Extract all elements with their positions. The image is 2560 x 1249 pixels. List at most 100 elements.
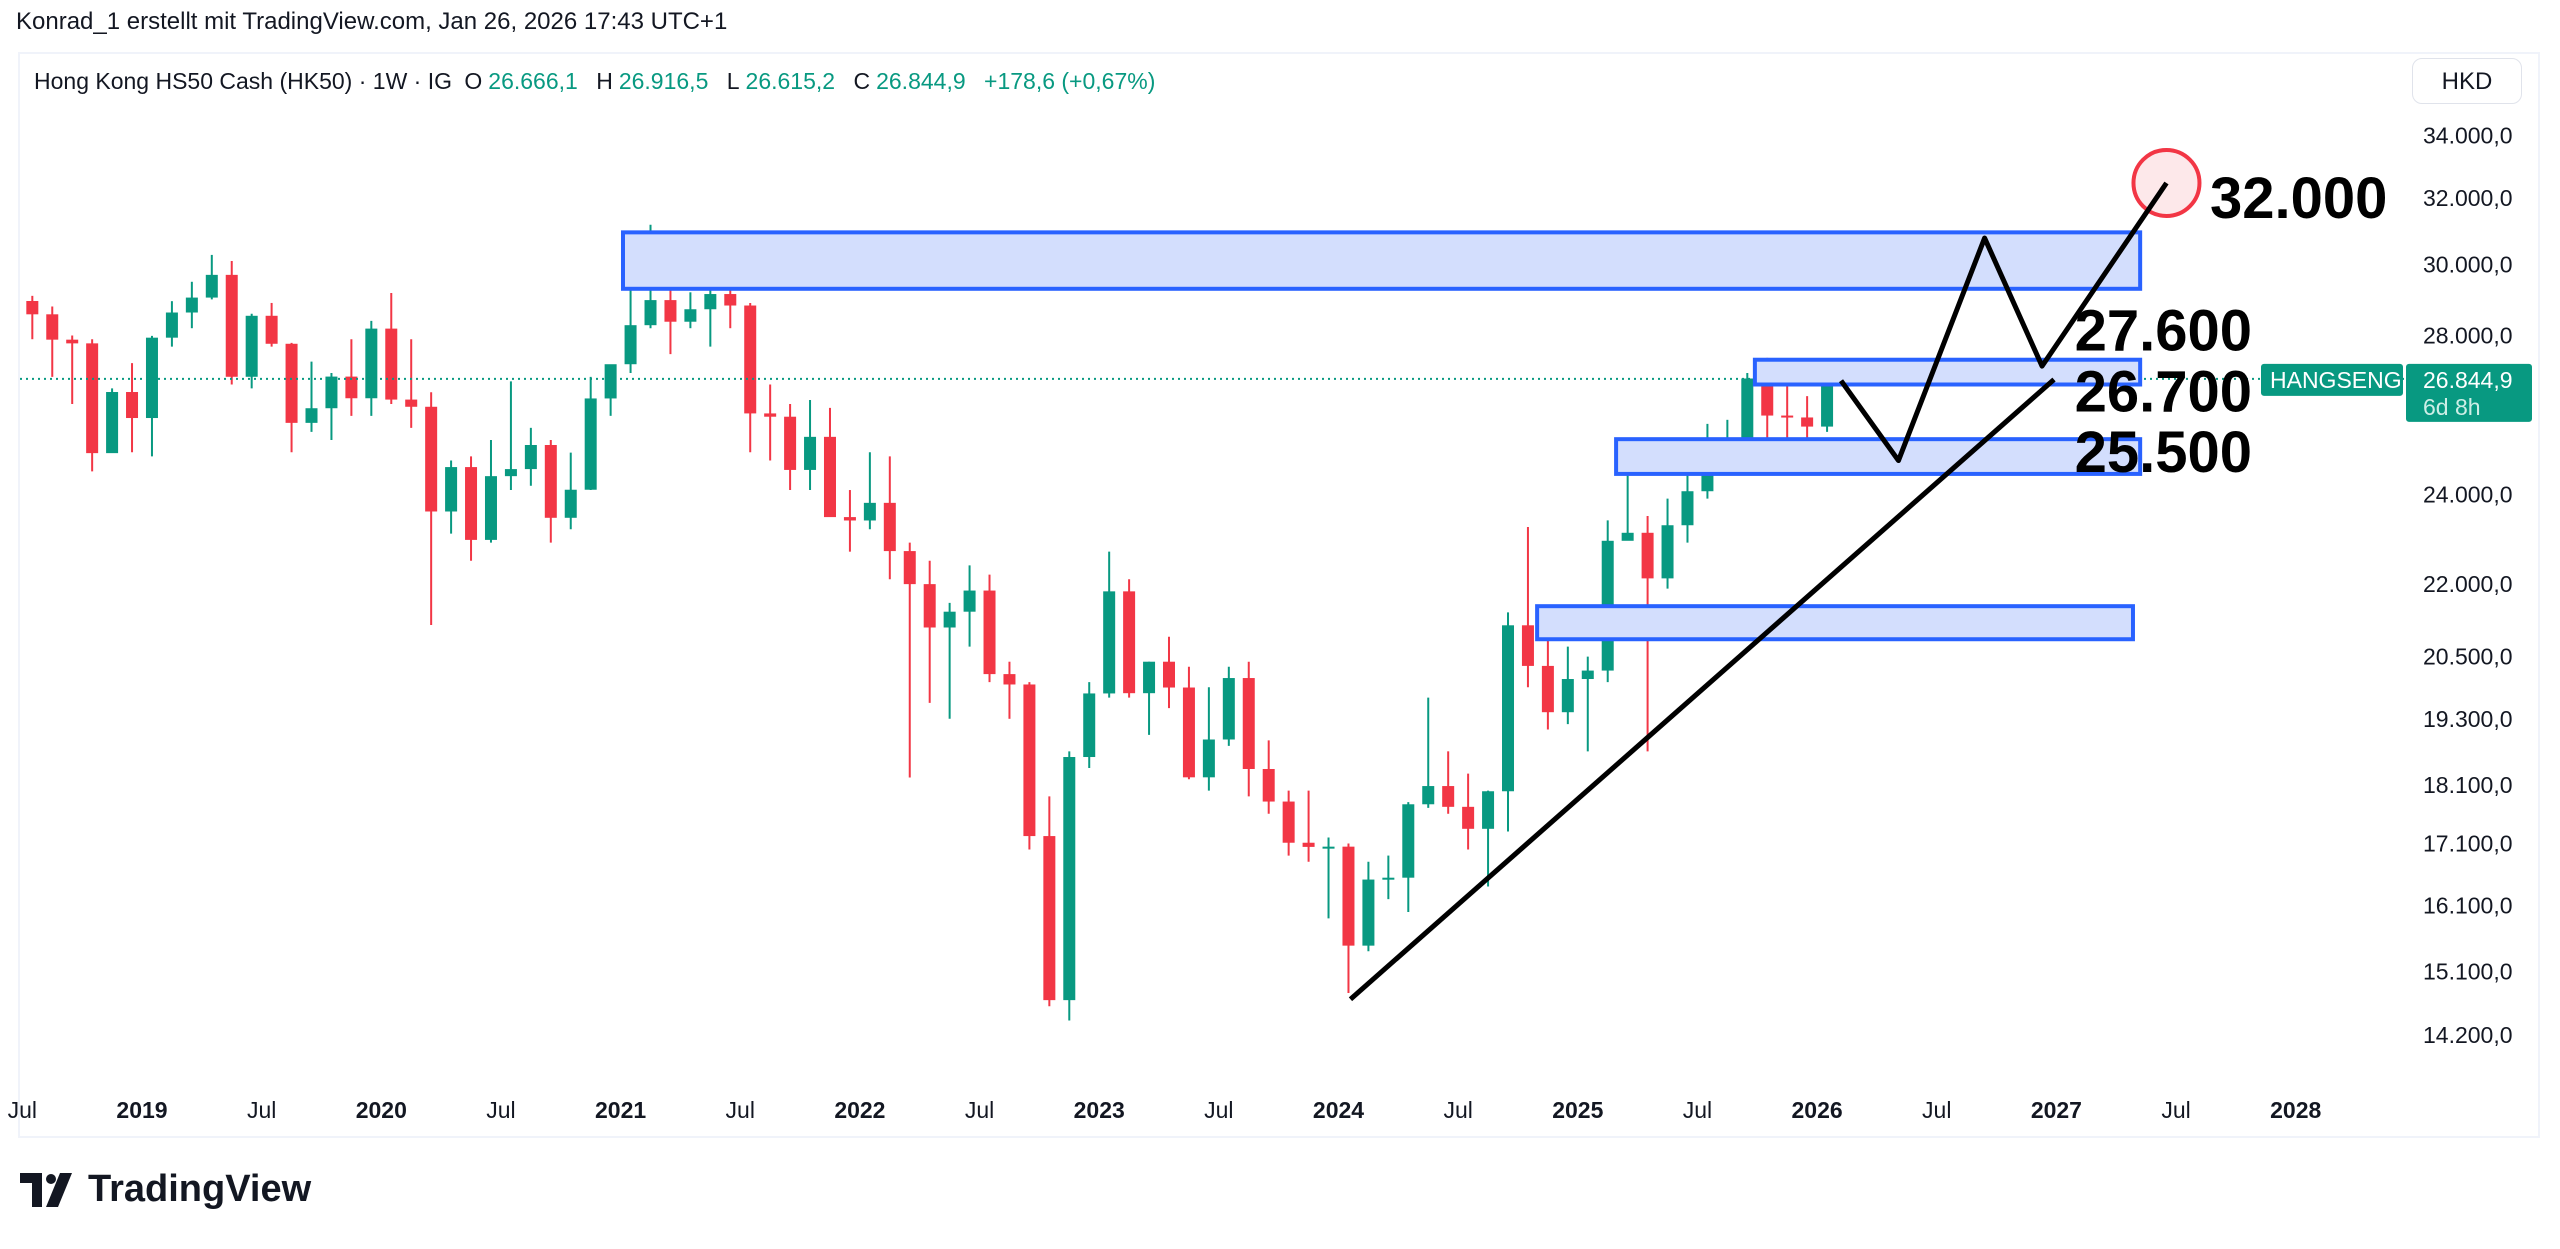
candle-body	[1242, 678, 1255, 769]
candle-body	[1023, 684, 1036, 837]
price-tick-label: 30.000,0	[2423, 251, 2513, 277]
price-tag-value: 26.844,9	[2423, 367, 2513, 393]
author-line: Konrad_1 erstellt mit TradingView.com, J…	[16, 8, 728, 35]
candle-body	[1202, 739, 1215, 778]
candle-body	[1821, 378, 1834, 427]
currency-button[interactable]: HKD	[2412, 58, 2522, 104]
level-label: 32.000	[2210, 166, 2387, 231]
candle-body	[126, 392, 139, 419]
candle-body	[225, 274, 238, 377]
close-value: 26.844,9	[876, 68, 966, 94]
time-tick-label: Jul	[965, 1097, 994, 1123]
candle-body	[1781, 415, 1794, 418]
candle-body	[245, 315, 258, 377]
candle-body	[1581, 670, 1594, 680]
candle-body	[1382, 877, 1395, 880]
candle-body	[604, 364, 617, 399]
time-tick-label: Jul	[2161, 1097, 2190, 1123]
price-tick-label: 17.100,0	[2423, 830, 2513, 856]
candle-body	[445, 467, 458, 512]
candle-body	[106, 392, 119, 454]
candle-body	[145, 337, 158, 419]
candle-body	[1143, 661, 1156, 694]
candle-body	[405, 399, 418, 407]
trendline	[1348, 377, 2056, 1002]
candle-body	[983, 590, 996, 675]
time-tick-label: 2022	[834, 1097, 885, 1123]
candle-body	[1222, 678, 1235, 740]
open-value: 26.666,1	[488, 68, 578, 94]
tradingview-logo[interactable]: TradingView	[20, 1168, 311, 1211]
time-axis: Jul 2019 Jul 2020 Jul 2021 Jul 2022 Jul 2023 Jul 20…	[8, 1097, 2322, 1123]
candle-body	[943, 611, 956, 628]
zone-rectangle	[620, 230, 2143, 291]
candle-body	[684, 309, 697, 322]
time-tick-label: 2024	[1313, 1097, 1364, 1123]
candles-layer	[20, 224, 2410, 1021]
symbol-legend: Hong Kong HS50 Cash (HK50) · 1W · IG O 26…	[34, 68, 1161, 95]
candle-body	[1162, 661, 1175, 688]
chart-frame	[18, 52, 2540, 1138]
price-tag-countdown: 6d 8h	[2423, 394, 2481, 420]
low-label: L	[726, 68, 740, 94]
candle-body	[1541, 665, 1554, 713]
logo-text: TradingView	[88, 1168, 312, 1210]
price-tick-label: 15.100,0	[2423, 959, 2513, 985]
candle-body	[564, 489, 577, 518]
candle-body	[86, 343, 99, 454]
candle-body	[724, 294, 737, 306]
candle-body	[185, 297, 198, 313]
candle-body	[1043, 836, 1056, 1001]
candle-body	[764, 413, 777, 417]
candle-body	[305, 408, 318, 423]
price-tick-label: 28.000,0	[2423, 323, 2513, 349]
time-tick-label: Jul	[1922, 1097, 1951, 1123]
time-tick-label: 2021	[595, 1097, 646, 1123]
symbol-tag-label: HANGSENG	[2270, 367, 2402, 393]
time-tick-label: 2026	[1792, 1097, 1843, 1123]
candle-body	[365, 328, 378, 399]
change-value: +178,6 (+0,67%)	[984, 68, 1156, 94]
level-label: 26.700	[2075, 360, 2252, 425]
time-tick-label: 2020	[356, 1097, 407, 1123]
price-tick-label: 19.300,0	[2423, 706, 2513, 732]
price-tick-label: 32.000,0	[2423, 185, 2513, 211]
candle-body	[843, 517, 856, 521]
zone-rectangle	[1614, 437, 2143, 476]
price-tick-label: 22.000,0	[2423, 571, 2513, 597]
candle-body	[205, 274, 218, 298]
candle-body	[1362, 879, 1375, 946]
candle-body	[823, 436, 836, 518]
candle-body	[1063, 757, 1076, 1001]
candle-body	[1442, 786, 1455, 807]
candle-body	[1083, 693, 1096, 758]
candle-body	[385, 328, 398, 400]
candle-body	[544, 444, 557, 518]
candle-body	[923, 584, 936, 628]
candle-body	[345, 376, 358, 399]
candle-body	[1302, 842, 1315, 847]
candle-body	[584, 398, 597, 490]
candle-body	[325, 376, 338, 409]
candle-body	[863, 502, 876, 521]
candle-body	[1761, 378, 1774, 416]
time-tick-label: Jul	[726, 1097, 755, 1123]
time-tick-label: 2028	[2270, 1097, 2321, 1123]
time-tick-label: 2025	[1552, 1097, 1603, 1123]
high-label: H	[596, 68, 613, 94]
candle-body	[1482, 791, 1495, 829]
price-tag-layer: HANGSENG 26.844,96d 8h	[2261, 363, 2532, 422]
time-tick-label: Jul	[247, 1097, 276, 1123]
candle-body	[704, 294, 717, 310]
time-tick-label: 2019	[116, 1097, 167, 1123]
candle-body	[664, 300, 677, 322]
zone-rectangle	[1752, 357, 2143, 387]
candle-body	[1422, 786, 1435, 805]
tradingview-logo-icon	[20, 1172, 72, 1207]
candle-body	[46, 314, 59, 340]
low-value: 26.615,2	[745, 68, 836, 94]
close-label: C	[853, 68, 871, 94]
time-tick-label: 2023	[1074, 1097, 1125, 1123]
